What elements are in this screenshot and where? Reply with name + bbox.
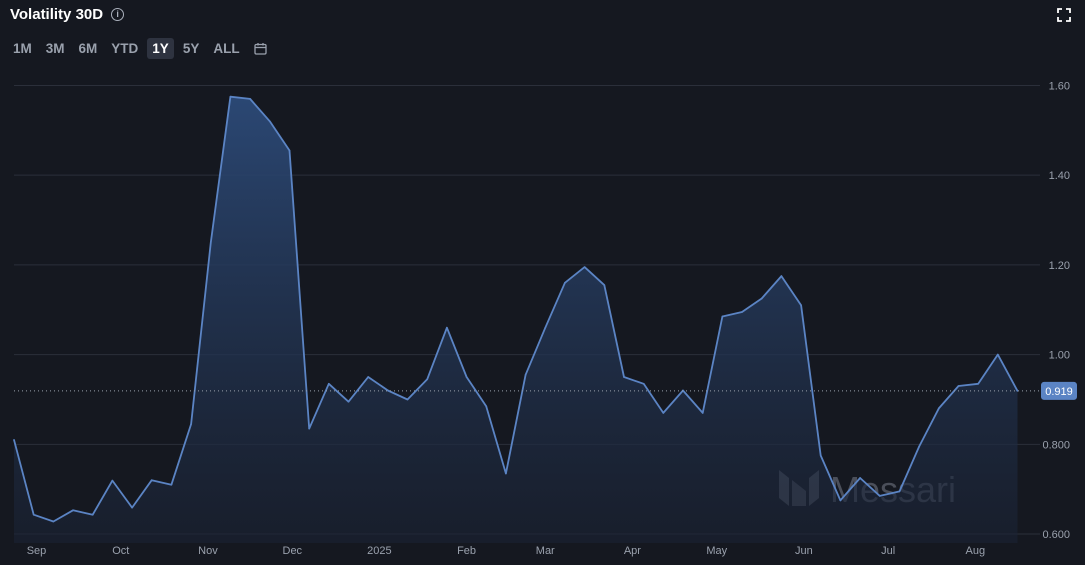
data-point [544, 326, 547, 329]
data-point [819, 454, 822, 457]
data-point [465, 376, 468, 378]
data-point [878, 495, 881, 497]
data-point [957, 385, 960, 387]
data-point [839, 499, 842, 502]
y-tick-label: 1.20 [1049, 260, 1070, 272]
data-point [760, 297, 763, 300]
info-icon[interactable]: i [111, 8, 125, 21]
data-point [288, 149, 291, 152]
data-point [741, 311, 743, 313]
data-point [406, 398, 409, 401]
y-tick-label: 1.40 [1049, 170, 1070, 182]
data-point [997, 353, 999, 356]
y-tick-label: 1.00 [1049, 350, 1070, 362]
data-point [249, 98, 251, 100]
data-point [209, 241, 212, 244]
x-tick-label: Mar [536, 545, 555, 557]
data-point [91, 513, 94, 516]
data-point [977, 382, 979, 385]
data-points [13, 95, 1019, 523]
data-point [1016, 390, 1019, 392]
data-point [780, 275, 783, 277]
data-point [446, 326, 448, 329]
range-tab-6m[interactable]: 6M [78, 41, 98, 56]
x-tick-label: 2025 [367, 545, 391, 557]
data-point [662, 412, 665, 414]
data-point [52, 520, 55, 523]
x-tick-label: Dec [283, 545, 303, 557]
data-point [918, 445, 920, 448]
range-tab-5y[interactable]: 5Y [182, 41, 200, 56]
data-point [485, 405, 488, 407]
data-point [268, 120, 271, 123]
data-point [72, 509, 74, 512]
range-tab-3m[interactable]: 3M [45, 41, 65, 56]
data-point [642, 382, 645, 385]
data-point [387, 389, 389, 392]
data-point [623, 376, 625, 378]
x-tick-label: Nov [198, 545, 218, 557]
x-tick-label: Jun [795, 545, 813, 557]
data-point [524, 373, 527, 376]
data-point [367, 376, 369, 378]
x-tick-label: Aug [966, 545, 986, 557]
data-point [308, 427, 310, 430]
x-tick-label: Jul [881, 545, 895, 557]
data-point [131, 506, 133, 509]
range-tab-1y[interactable]: 1Y [147, 38, 174, 59]
fullscreen-icon[interactable] [1057, 8, 1071, 22]
chart-title: Volatility 30D [10, 6, 104, 23]
data-point [190, 423, 192, 425]
y-axis: 0.600 0.800 1.00 1.20 1.40 1.60 [1042, 80, 1070, 541]
current-value-badge [1041, 381, 1077, 400]
data-point [701, 412, 704, 414]
x-axis: Sep Oct Nov Dec 2025 Feb Mar Apr May Jun Jul Aug [27, 545, 985, 557]
data-point [505, 472, 507, 475]
chart-header: Volatility 30D i [10, 6, 125, 23]
range-tab-all[interactable]: ALL [213, 41, 240, 56]
y-tick-label: 1.60 [1049, 80, 1070, 92]
data-point [859, 477, 861, 479]
y-tick-label: 0.800 [1042, 439, 1070, 451]
data-point [111, 479, 114, 482]
data-point [938, 407, 940, 410]
data-point [583, 266, 586, 268]
series-line [13, 95, 1019, 523]
range-tab-1m[interactable]: 1M [13, 41, 32, 56]
y-tick-label: 0.600 [1042, 529, 1070, 541]
current-value-marker: 0.919 [14, 381, 1077, 400]
x-tick-label: Oct [112, 545, 129, 557]
data-point [170, 483, 173, 486]
x-tick-label: May [706, 545, 727, 557]
calendar-icon[interactable] [253, 42, 267, 55]
data-point [13, 439, 15, 441]
x-tick-label: Apr [624, 545, 641, 557]
data-point [32, 513, 35, 516]
x-tick-label: Feb [457, 545, 476, 557]
data-point [564, 282, 566, 284]
current-value-label: 0.919 [1045, 386, 1073, 398]
data-point [328, 382, 330, 385]
data-point [150, 479, 153, 482]
range-tab-ytd[interactable]: YTD [111, 41, 139, 56]
x-tick-label: Sep [27, 545, 47, 557]
data-point [721, 315, 724, 318]
range-tabs: 1M 3M 6M YTD 1Y 5Y ALL [8, 38, 267, 59]
data-point [898, 490, 901, 493]
data-point [229, 95, 232, 98]
area-fill [14, 96, 1018, 543]
data-point [426, 378, 429, 381]
data-point [603, 284, 606, 286]
data-point [347, 400, 350, 403]
data-point [800, 304, 802, 307]
